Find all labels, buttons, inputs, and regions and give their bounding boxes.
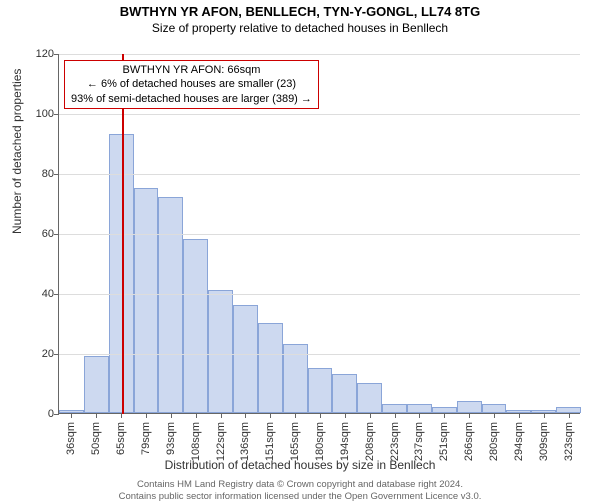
y-tick-mark [54, 114, 59, 115]
bar [183, 239, 208, 413]
x-tick-mark [320, 413, 321, 418]
x-tick-mark [71, 413, 72, 418]
x-tick-mark [569, 413, 570, 418]
x-tick-label: 309sqm [538, 422, 550, 461]
x-tick-mark [494, 413, 495, 418]
y-tick-label: 80 [0, 168, 54, 180]
y-axis-label: Number of detached properties [10, 69, 24, 234]
y-tick-mark [54, 234, 59, 235]
footer-line-2: Contains public sector information licen… [0, 491, 600, 502]
y-tick-mark [54, 354, 59, 355]
bar [457, 401, 482, 413]
bar [109, 134, 134, 413]
footer-line-1: Contains HM Land Registry data © Crown c… [0, 479, 600, 490]
x-tick-label: 108sqm [190, 422, 202, 461]
x-tick-label: 237sqm [413, 422, 425, 461]
y-tick-label: 20 [0, 348, 54, 360]
bar [382, 404, 407, 413]
grid-line [59, 234, 580, 235]
y-tick-label: 100 [0, 108, 54, 120]
x-tick-label: 65sqm [115, 422, 127, 455]
x-tick-label: 266sqm [463, 422, 475, 461]
x-tick-label: 93sqm [165, 422, 177, 455]
x-tick-mark [245, 413, 246, 418]
x-tick-label: 294sqm [513, 422, 525, 461]
x-tick-mark [146, 413, 147, 418]
footer: Contains HM Land Registry data © Crown c… [0, 479, 600, 502]
x-tick-label: 280sqm [488, 422, 500, 461]
x-tick-mark [295, 413, 296, 418]
bar [332, 374, 357, 413]
x-tick-mark [419, 413, 420, 418]
y-tick-mark [54, 54, 59, 55]
grid-line [59, 114, 580, 115]
bar [357, 383, 382, 413]
info-line-3: 93% of semi-detached houses are larger (… [71, 92, 312, 106]
x-tick-mark [469, 413, 470, 418]
x-tick-mark [444, 413, 445, 418]
grid-line [59, 54, 580, 55]
x-tick-label: 323sqm [563, 422, 575, 461]
x-tick-mark [221, 413, 222, 418]
y-tick-mark [54, 174, 59, 175]
bar [84, 356, 109, 413]
info-box: BWTHYN YR AFON: 66sqm ← 6% of detached h… [64, 60, 319, 109]
x-tick-mark [96, 413, 97, 418]
x-tick-mark [395, 413, 396, 418]
x-tick-label: 36sqm [65, 422, 77, 455]
bar [407, 404, 432, 413]
bar [134, 188, 159, 413]
page-title: BWTHYN YR AFON, BENLLECH, TYN-Y-GONGL, L… [0, 4, 600, 19]
x-tick-label: 165sqm [289, 422, 301, 461]
x-tick-label: 194sqm [339, 422, 351, 461]
x-tick-mark [270, 413, 271, 418]
x-tick-label: 208sqm [364, 422, 376, 461]
x-tick-label: 151sqm [264, 422, 276, 461]
bar [208, 290, 233, 413]
x-tick-mark [544, 413, 545, 418]
x-tick-label: 251sqm [438, 422, 450, 461]
y-tick-label: 60 [0, 228, 54, 240]
y-tick-label: 120 [0, 48, 54, 60]
page-subtitle: Size of property relative to detached ho… [0, 21, 600, 35]
x-tick-label: 180sqm [314, 422, 326, 461]
bar [308, 368, 333, 413]
x-tick-label: 136sqm [239, 422, 251, 461]
x-tick-mark [171, 413, 172, 418]
x-tick-label: 50sqm [90, 422, 102, 455]
x-tick-mark [370, 413, 371, 418]
x-tick-label: 79sqm [140, 422, 152, 455]
y-tick-label: 0 [0, 408, 54, 420]
x-tick-label: 122sqm [215, 422, 227, 461]
bar [482, 404, 507, 413]
y-tick-mark [54, 414, 59, 415]
x-axis-label: Distribution of detached houses by size … [0, 458, 600, 472]
x-tick-mark [345, 413, 346, 418]
grid-line [59, 294, 580, 295]
x-tick-label: 223sqm [389, 422, 401, 461]
y-tick-mark [54, 294, 59, 295]
bar [258, 323, 283, 413]
x-tick-mark [196, 413, 197, 418]
y-tick-label: 40 [0, 288, 54, 300]
bar [233, 305, 258, 413]
bar [158, 197, 183, 413]
x-tick-mark [519, 413, 520, 418]
grid-line [59, 354, 580, 355]
info-line-1: BWTHYN YR AFON: 66sqm [71, 63, 312, 77]
grid-line [59, 174, 580, 175]
info-line-2: ← 6% of detached houses are smaller (23) [71, 77, 312, 91]
